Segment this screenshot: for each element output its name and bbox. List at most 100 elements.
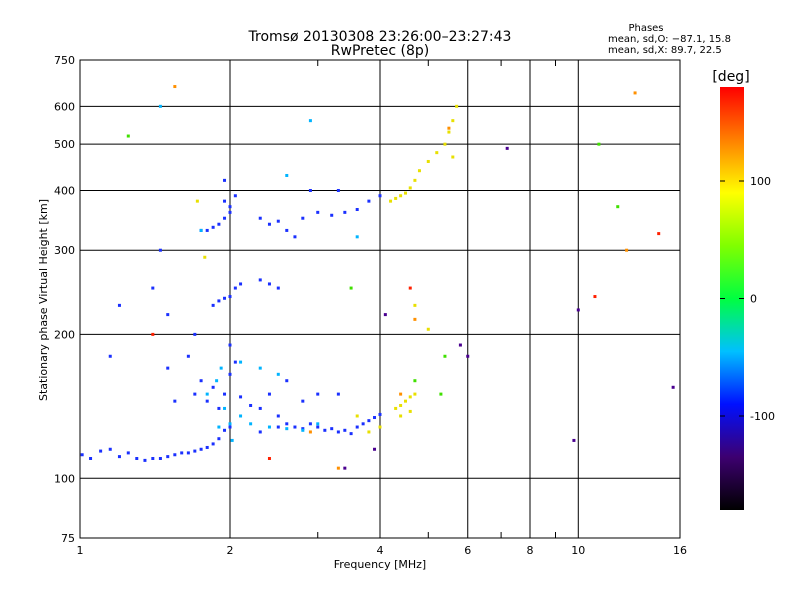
x-tick-label: 1 (77, 544, 84, 557)
data-point (205, 228, 209, 232)
data-point (413, 303, 417, 307)
data-point (199, 379, 203, 383)
x-tick-label: 6 (464, 544, 471, 557)
data-point (223, 296, 227, 300)
data-point (186, 354, 190, 358)
data-point (576, 308, 580, 312)
data-point (316, 422, 320, 426)
data-point (205, 445, 209, 449)
data-point (417, 169, 421, 173)
data-point (316, 425, 320, 429)
data-point (443, 142, 447, 146)
data-point (223, 392, 227, 396)
data-point (426, 327, 430, 331)
data-point (199, 228, 203, 232)
data-point (572, 438, 576, 442)
data-point (223, 178, 227, 182)
data-point (151, 456, 155, 460)
data-point (117, 455, 121, 459)
data-point (217, 222, 221, 226)
axes: 1 2 4 6 8 10 16 75 100 200 300 400 500 600 750 (54, 54, 687, 557)
data-point (258, 366, 262, 370)
data-point (394, 196, 398, 200)
data-point (285, 427, 289, 431)
data-point (367, 199, 371, 203)
y-tick-label: 75 (61, 532, 75, 545)
data-point (657, 232, 661, 236)
data-point (355, 425, 359, 429)
data-point (126, 134, 130, 138)
data-point (301, 428, 305, 432)
data-point (267, 222, 271, 226)
data-point (413, 178, 417, 182)
data-point (373, 416, 377, 420)
y-tick-label: 500 (54, 138, 75, 151)
data-point (343, 428, 347, 432)
data-point (249, 422, 253, 426)
data-point (435, 151, 439, 155)
data-point (403, 191, 407, 195)
data-point (158, 456, 162, 460)
data-point (193, 392, 197, 396)
x-axis-label: Frequency [MHz] (334, 558, 426, 571)
data-point (301, 427, 305, 431)
data-point (597, 142, 601, 146)
data-point (285, 379, 289, 383)
data-point (389, 199, 393, 203)
data-point (355, 414, 359, 418)
data-point (451, 119, 455, 123)
data-point (308, 119, 312, 123)
y-tick-label: 200 (54, 328, 75, 341)
data-point (394, 406, 398, 410)
data-point (151, 332, 155, 336)
data-point (301, 399, 305, 403)
data-point (158, 248, 162, 252)
data-point (239, 395, 243, 399)
data-point (143, 458, 147, 462)
x-tick-label: 10 (571, 544, 585, 557)
data-point (455, 104, 459, 108)
data-point (373, 447, 377, 451)
data-point (223, 199, 227, 203)
data-point (195, 199, 199, 203)
data-point (233, 360, 237, 364)
data-point (285, 422, 289, 426)
data-point (367, 430, 371, 434)
data-point (108, 447, 112, 451)
data-point (126, 451, 130, 455)
data-point (633, 91, 637, 95)
data-point (671, 385, 675, 389)
data-point (223, 406, 227, 410)
data-points (80, 85, 675, 470)
data-point (267, 392, 271, 396)
data-point (439, 392, 443, 396)
data-point (383, 313, 387, 317)
colorbar-tick-label: 100 (750, 175, 771, 188)
data-point (413, 392, 417, 396)
y-tick-label: 100 (54, 472, 75, 485)
y-tick-label: 300 (54, 244, 75, 257)
data-point (276, 219, 280, 223)
data-point (173, 399, 177, 403)
data-point (343, 210, 347, 214)
data-point (228, 210, 232, 214)
phase-box-title: Phases (628, 23, 663, 34)
data-point (408, 286, 412, 290)
x-tick-label: 2 (227, 544, 234, 557)
data-point (361, 422, 365, 426)
x-tick-label: 16 (673, 544, 687, 557)
data-point (349, 432, 353, 436)
data-point (466, 354, 470, 358)
x-tick-label: 8 (527, 544, 534, 557)
data-point (403, 399, 407, 403)
data-point (355, 208, 359, 212)
data-point (413, 379, 417, 383)
data-point (378, 412, 382, 416)
data-point (349, 286, 353, 290)
data-point (215, 379, 219, 383)
data-point (293, 425, 297, 429)
data-point (336, 188, 340, 192)
phase-box-x: mean, sd,X: 89.7, 22.5 (608, 45, 722, 56)
data-point (211, 385, 215, 389)
plot-area (80, 60, 680, 538)
